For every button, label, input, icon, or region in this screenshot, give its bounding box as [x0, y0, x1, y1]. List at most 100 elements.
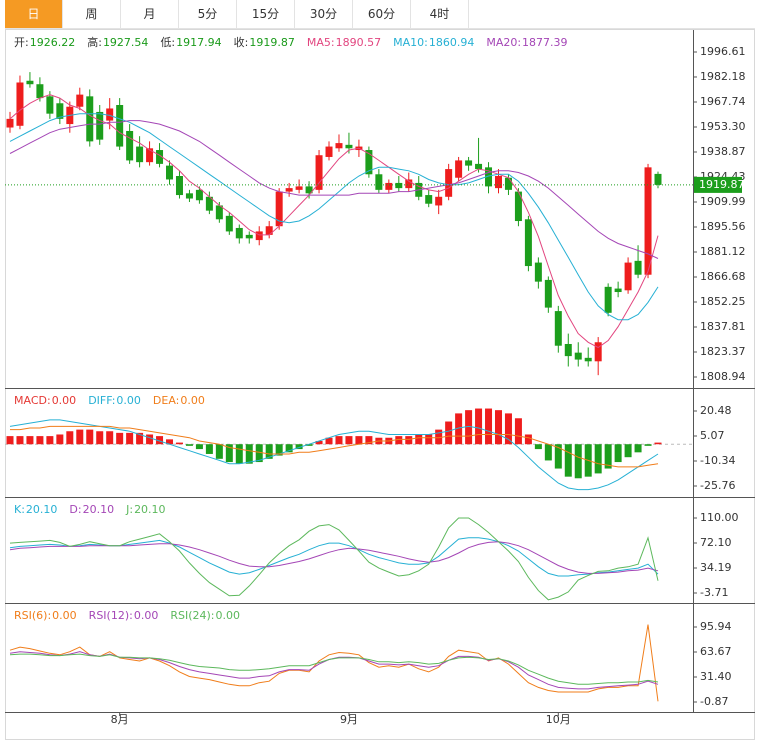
- candle-body: [455, 160, 463, 178]
- macd-bar: [36, 436, 44, 445]
- macd-bar: [76, 429, 84, 445]
- y-tick-label: 63.67: [700, 645, 732, 658]
- macd-bar: [405, 436, 413, 445]
- macd-bar: [355, 436, 363, 445]
- macd-bar: [554, 444, 562, 469]
- period-tabs: 日周月 5分 15分 30分 60分 4时: [5, 0, 755, 29]
- indicator-line: [9, 120, 659, 259]
- macd-bar: [644, 444, 652, 446]
- period-tab[interactable]: 30分: [295, 0, 353, 28]
- header-label: 收:: [234, 35, 249, 49]
- macd-bar: [136, 432, 144, 445]
- y-tick-label: -25.76: [700, 479, 735, 492]
- candle-body: [235, 227, 243, 239]
- macd-bar: [504, 413, 512, 445]
- candle-body: [465, 160, 473, 166]
- macd-bar: [205, 444, 213, 454]
- header-label: K:: [14, 503, 25, 516]
- y-tick-label: 20.48: [700, 404, 732, 417]
- candle-body: [624, 262, 632, 291]
- macd-bar: [225, 444, 233, 463]
- candle-body: [26, 80, 34, 85]
- candle-body: [644, 167, 652, 275]
- header-value: 1890.57: [336, 36, 382, 49]
- candle-body: [185, 193, 193, 199]
- macd-bar: [156, 436, 164, 445]
- candle-body: [56, 103, 64, 119]
- indicator-line: [9, 517, 659, 601]
- candle-body: [106, 108, 114, 121]
- macd-bar: [315, 440, 323, 445]
- macd-bar: [245, 444, 253, 464]
- macd-bar: [166, 439, 174, 445]
- macd-bar: [514, 418, 522, 445]
- candle-body: [255, 231, 263, 241]
- candle-body: [385, 182, 393, 190]
- x-tick-label: 9月: [340, 713, 358, 726]
- candle-body: [325, 146, 333, 157]
- macd-bar: [654, 442, 662, 445]
- candle-body: [435, 196, 443, 206]
- macd-bar: [106, 431, 114, 445]
- candle-body: [205, 196, 213, 211]
- header-value: 1927.54: [103, 36, 149, 49]
- y-tick-label: 34.19: [700, 561, 732, 574]
- macd-bar: [255, 444, 263, 463]
- period-tab[interactable]: 日: [5, 0, 63, 28]
- macd-bar: [534, 444, 542, 450]
- indicator-line: [9, 113, 659, 321]
- period-tab[interactable]: 60分: [353, 0, 411, 28]
- macd-bar: [56, 434, 64, 445]
- header-label: MA10:: [393, 36, 428, 49]
- period-tab[interactable]: 月: [121, 0, 179, 28]
- macd-bar: [425, 434, 433, 445]
- candle-body: [654, 173, 662, 185]
- macd-bar: [235, 444, 243, 464]
- y-tick-label: 95.94: [700, 620, 732, 633]
- period-tab[interactable]: 15分: [237, 0, 295, 28]
- header-label: DIFF:: [88, 394, 115, 407]
- candle-body: [544, 279, 552, 308]
- candle-body: [86, 96, 94, 142]
- y-tick-label: 1823.37: [700, 345, 746, 358]
- candle-body: [604, 286, 612, 313]
- candle-body: [265, 226, 273, 235]
- macd-bar: [305, 444, 313, 446]
- indicator-line: [10, 425, 659, 468]
- candle-body: [365, 150, 373, 175]
- candle-body: [225, 215, 233, 232]
- candle-body: [445, 169, 453, 197]
- macd-bar: [634, 444, 642, 453]
- header-value: 20.10: [83, 503, 115, 516]
- y-tick-label: 1866.68: [700, 270, 746, 283]
- y-tick-label: 1982.18: [700, 70, 746, 83]
- macd-bar: [415, 434, 423, 445]
- period-tab[interactable]: 周: [63, 0, 121, 28]
- y-tick-label: 1808.94: [700, 370, 746, 383]
- header-value: 0.00: [52, 609, 77, 622]
- candle-body: [16, 82, 24, 126]
- macd-bar: [16, 436, 24, 445]
- header-value: 0.00: [180, 394, 205, 407]
- header-label: D:: [69, 503, 81, 516]
- candle-body: [305, 186, 313, 194]
- header-label: DEA:: [153, 394, 179, 407]
- candle-body: [504, 177, 512, 190]
- y-tick-label: -10.34: [700, 454, 735, 467]
- period-tab[interactable]: 5分: [179, 0, 237, 28]
- macd-bar: [86, 429, 94, 445]
- candle-body: [36, 84, 44, 99]
- candle-body: [584, 357, 592, 362]
- macd-bar: [475, 408, 483, 445]
- macd-bar: [485, 408, 493, 445]
- macd-bar: [604, 444, 612, 469]
- candle-body: [425, 195, 433, 204]
- last-price-label: 1919.87: [699, 178, 745, 191]
- period-tab[interactable]: 4时: [411, 0, 469, 28]
- candle-body: [126, 130, 134, 161]
- macd-bar: [185, 444, 193, 446]
- candle-body: [76, 94, 84, 107]
- macd-bar: [215, 444, 223, 459]
- indicator-line: [9, 624, 659, 702]
- candle-body: [574, 352, 582, 360]
